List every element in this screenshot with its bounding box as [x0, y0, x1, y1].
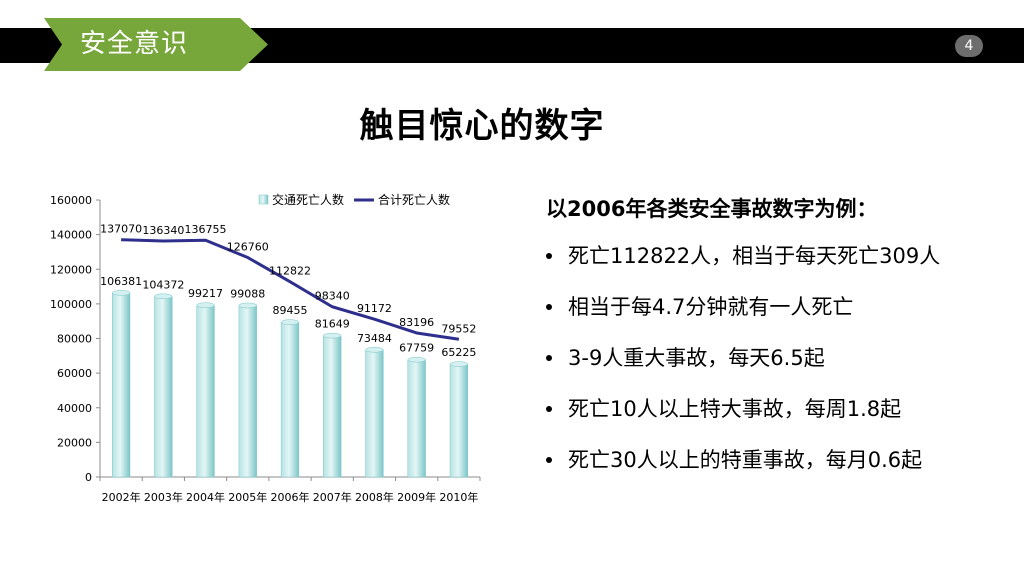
- bar-top: [238, 302, 257, 309]
- y-tick-label: 40000: [57, 402, 92, 415]
- section-title: 安全意识: [80, 29, 189, 59]
- bar: [196, 304, 215, 478]
- bar-value-label: 106381: [100, 275, 142, 288]
- stats-item: 相当于每4.7分钟就有一人死亡: [546, 292, 1016, 343]
- y-tick-label: 20000: [57, 436, 92, 449]
- y-tick-label: 140000: [50, 229, 92, 242]
- stats-item-text: 死亡10人以上特大事故，每周1.8起: [568, 397, 902, 421]
- stats-item: 死亡112822人，相当于每天死亡309人: [546, 241, 1016, 292]
- stats-item-text: 3-9人重大事故，每天6.5起: [568, 346, 825, 370]
- bar-top: [111, 290, 131, 296]
- line-value-label: 126760: [227, 241, 269, 254]
- stats-item: 3-9人重大事故，每天6.5起: [546, 343, 1016, 394]
- series-line-total: [121, 238, 460, 341]
- bar: [449, 363, 469, 478]
- line-value-label: 79552: [441, 322, 476, 335]
- legend-bar-label: 交通死亡人数: [272, 192, 344, 207]
- bar-top: [323, 332, 342, 339]
- x-tick-label: 2009年: [397, 490, 436, 504]
- bar-top: [154, 293, 173, 300]
- x-tick-label: 2004年: [186, 490, 225, 504]
- bar: [365, 349, 384, 478]
- legend-bar-swatch: [258, 194, 269, 205]
- stats-item-text: 死亡30人以上的特重事故，每月0.6起: [568, 448, 923, 472]
- x-tick-label: 2005年: [228, 490, 267, 504]
- bar-value-label: 67759: [399, 342, 434, 355]
- bar-value-label: 81649: [315, 318, 350, 331]
- x-tick-label: 2007年: [313, 490, 352, 504]
- page-number-badge: 4: [955, 35, 983, 57]
- legend-line-label: 合计死亡人数: [378, 192, 450, 207]
- y-tick-label: 120000: [50, 263, 92, 276]
- stats-item: 死亡30人以上的特重事故，每月0.6起: [546, 445, 1016, 496]
- bar: [323, 335, 342, 478]
- bar-value-label: 104372: [142, 278, 184, 291]
- bullet-icon: [546, 304, 552, 310]
- x-tick-label: 2002年: [102, 490, 141, 504]
- section-tab: [44, 18, 268, 71]
- bullet-icon: [546, 406, 552, 412]
- stats-list: 死亡112822人，相当于每天死亡309人 相当于每4.7分钟就有一人死亡 3-…: [546, 241, 1016, 496]
- bullet-icon: [546, 457, 552, 463]
- bar: [280, 321, 300, 478]
- line-value-label: 136755: [185, 223, 227, 236]
- stats-item: 死亡10人以上特大事故，每周1.8起: [546, 394, 1016, 445]
- x-tick-label: 2010年: [439, 490, 478, 504]
- x-tick-label: 2008年: [355, 490, 394, 504]
- line-value-label: 137070: [100, 223, 142, 236]
- line-value-label: 136340: [142, 224, 184, 237]
- bar-top: [365, 347, 384, 353]
- bar-value-label: 99217: [188, 287, 223, 300]
- bar: [111, 292, 131, 478]
- bar-value-label: 65225: [441, 346, 476, 359]
- line-value-label: 112822: [269, 265, 311, 278]
- bar: [154, 296, 173, 478]
- line-value-label: 83196: [399, 316, 434, 329]
- bar: [407, 359, 426, 478]
- stats-heading: 以2006年各类安全事故数字为例：: [546, 197, 878, 221]
- y-tick-label: 0: [85, 471, 92, 484]
- slide-title: 触目惊心的数字: [359, 106, 605, 146]
- stats-item-text: 相当于每4.7分钟就有一人死亡: [568, 295, 854, 319]
- line-value-label: 98340: [315, 290, 350, 303]
- bar-value-label: 89455: [273, 304, 308, 317]
- y-tick-label: 100000: [50, 298, 92, 311]
- bar-top: [449, 361, 469, 367]
- bar-value-label: 73484: [357, 332, 392, 345]
- bar-top: [280, 319, 300, 325]
- bar-value-label: 99088: [230, 287, 265, 300]
- y-tick-label: 80000: [57, 333, 92, 346]
- stats-item-text: 死亡112822人，相当于每天死亡309人: [568, 244, 941, 268]
- bar-top: [196, 302, 215, 308]
- bullet-icon: [546, 253, 552, 259]
- stats-panel: 以2006年各类安全事故数字为例： 死亡112822人，相当于每天死亡309人 …: [546, 193, 1016, 496]
- death-statistics-chart: 交通死亡人数 合计死亡人数 0 20000 40000 60000 80000 100000…: [50, 192, 481, 504]
- x-tick-label: 2006年: [271, 490, 310, 504]
- x-tick-label: 2003年: [144, 490, 183, 504]
- line-value-label: 91172: [357, 302, 392, 315]
- bar: [238, 305, 257, 478]
- bar-top: [407, 356, 426, 363]
- bullet-icon: [546, 355, 552, 361]
- y-tick-label: 60000: [57, 367, 92, 380]
- y-tick-label: 160000: [50, 194, 92, 207]
